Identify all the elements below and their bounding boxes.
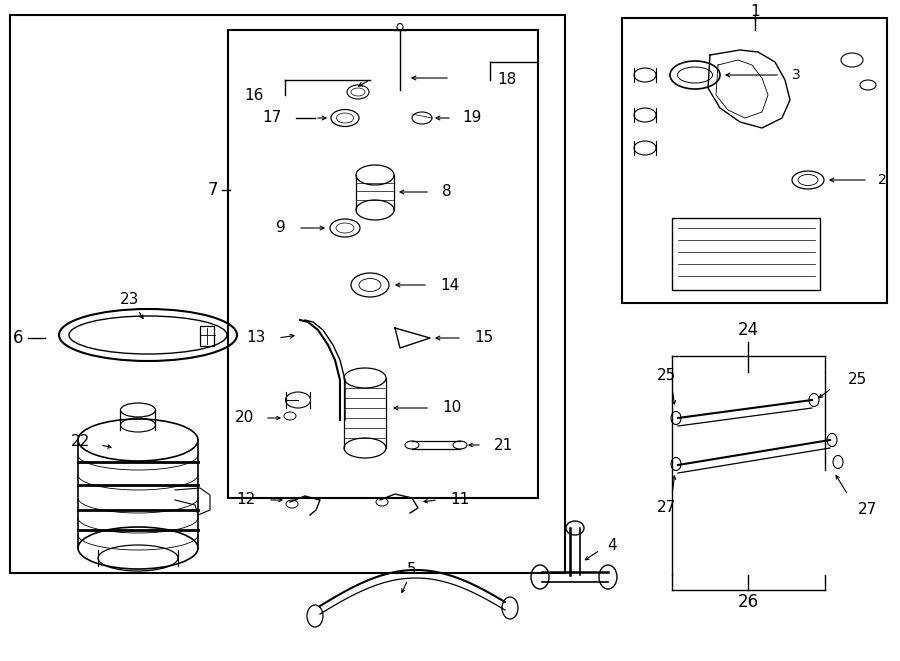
Text: 10: 10: [442, 401, 461, 416]
Text: 7: 7: [208, 181, 218, 199]
Text: 21: 21: [494, 438, 513, 453]
Text: 13: 13: [247, 330, 266, 346]
Bar: [10, 15, 565, 573]
Bar: [200, 326, 214, 346]
Text: 12: 12: [237, 492, 256, 508]
Bar: [672, 218, 820, 290]
Text: 25: 25: [656, 368, 676, 383]
Text: 4: 4: [608, 537, 616, 553]
Text: 17: 17: [262, 110, 281, 126]
Text: 8: 8: [442, 184, 452, 200]
Text: 25: 25: [848, 373, 868, 387]
Text: 9: 9: [276, 221, 286, 235]
Bar: [228, 30, 538, 498]
Text: 22: 22: [71, 434, 90, 449]
Text: 27: 27: [656, 500, 676, 516]
Bar: [622, 18, 887, 303]
Text: 20: 20: [235, 410, 254, 426]
Text: 15: 15: [474, 330, 493, 346]
Text: 6: 6: [13, 329, 23, 347]
Text: 5: 5: [407, 563, 417, 578]
Text: 1: 1: [751, 5, 760, 20]
Text: 14: 14: [440, 278, 459, 293]
Text: 24: 24: [737, 321, 759, 339]
Text: 18: 18: [497, 73, 517, 87]
Text: 11: 11: [450, 492, 469, 508]
Text: 2: 2: [878, 173, 886, 187]
Text: 27: 27: [858, 502, 878, 518]
Text: 19: 19: [462, 110, 482, 126]
Text: 26: 26: [737, 593, 759, 611]
Text: 16: 16: [244, 87, 264, 102]
Text: 3: 3: [792, 68, 801, 82]
Text: 23: 23: [121, 293, 140, 307]
